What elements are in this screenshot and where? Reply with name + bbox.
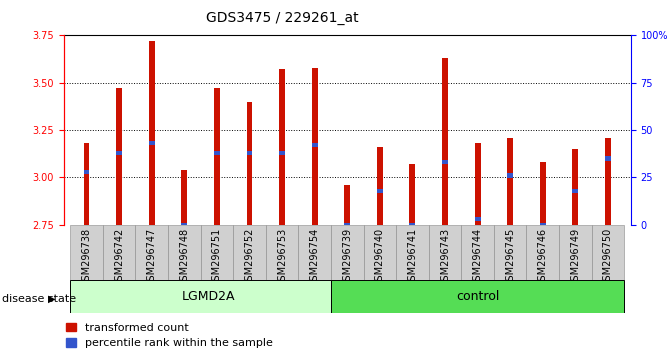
Bar	[592, 225, 624, 280]
Bar	[540, 162, 546, 225]
Bar	[168, 225, 201, 280]
Text: GSM296744: GSM296744	[472, 228, 482, 287]
Text: GSM296749: GSM296749	[570, 228, 580, 287]
Bar	[70, 225, 103, 280]
Bar	[116, 151, 122, 155]
Bar	[266, 225, 299, 280]
Bar	[605, 138, 611, 225]
Bar	[246, 102, 252, 225]
Text: control: control	[456, 290, 499, 303]
Bar	[527, 225, 559, 280]
Bar	[214, 88, 220, 225]
Text: GSM296748: GSM296748	[179, 228, 189, 287]
Bar	[214, 151, 220, 155]
Bar	[234, 225, 266, 280]
Bar	[507, 138, 513, 225]
Text: GSM296752: GSM296752	[244, 228, 254, 287]
Bar	[344, 185, 350, 225]
Bar	[605, 156, 611, 161]
Bar	[474, 143, 480, 225]
Bar	[409, 164, 415, 225]
Bar	[181, 170, 187, 225]
Bar	[299, 225, 331, 280]
Text: ▶: ▶	[48, 294, 55, 304]
Bar	[331, 280, 624, 313]
Bar	[559, 225, 592, 280]
Bar	[429, 225, 461, 280]
Text: GSM296743: GSM296743	[440, 228, 450, 287]
Bar	[377, 147, 382, 225]
Bar	[279, 151, 285, 155]
Bar	[246, 151, 252, 155]
Bar	[572, 189, 578, 193]
Bar	[331, 225, 364, 280]
Text: GSM296750: GSM296750	[603, 228, 613, 287]
Bar	[442, 160, 448, 164]
Text: GDS3475 / 229261_at: GDS3475 / 229261_at	[205, 11, 358, 25]
Bar	[507, 173, 513, 178]
Text: LGMD2A: LGMD2A	[182, 290, 236, 303]
Bar	[540, 223, 546, 227]
Bar	[136, 225, 168, 280]
Bar	[572, 149, 578, 225]
Bar	[442, 58, 448, 225]
Text: GSM296741: GSM296741	[407, 228, 417, 287]
Text: GSM296747: GSM296747	[147, 228, 157, 287]
Bar	[474, 217, 480, 221]
Bar	[84, 170, 89, 174]
Bar	[70, 280, 331, 313]
Text: GSM296739: GSM296739	[342, 228, 352, 287]
Legend: transformed count, percentile rank within the sample: transformed count, percentile rank withi…	[66, 322, 272, 348]
Text: disease state: disease state	[2, 294, 76, 304]
Text: GSM296746: GSM296746	[537, 228, 548, 287]
Bar	[116, 88, 122, 225]
Text: GSM296742: GSM296742	[114, 228, 124, 287]
Bar	[149, 141, 154, 145]
Bar	[312, 143, 317, 147]
Text: GSM296745: GSM296745	[505, 228, 515, 287]
Text: GSM296754: GSM296754	[309, 228, 319, 287]
Bar	[181, 223, 187, 227]
Bar	[364, 225, 396, 280]
Bar	[396, 225, 429, 280]
Text: GSM296751: GSM296751	[212, 228, 222, 287]
Bar	[84, 143, 89, 225]
Text: GSM296740: GSM296740	[375, 228, 385, 287]
Bar	[279, 69, 285, 225]
Bar	[149, 41, 154, 225]
Bar	[494, 225, 527, 280]
Bar	[344, 223, 350, 227]
Bar	[312, 68, 317, 225]
Bar	[461, 225, 494, 280]
Bar	[103, 225, 136, 280]
Bar	[409, 223, 415, 227]
Bar	[377, 189, 382, 193]
Text: GSM296753: GSM296753	[277, 228, 287, 287]
Text: GSM296738: GSM296738	[82, 228, 91, 287]
Bar	[201, 225, 234, 280]
